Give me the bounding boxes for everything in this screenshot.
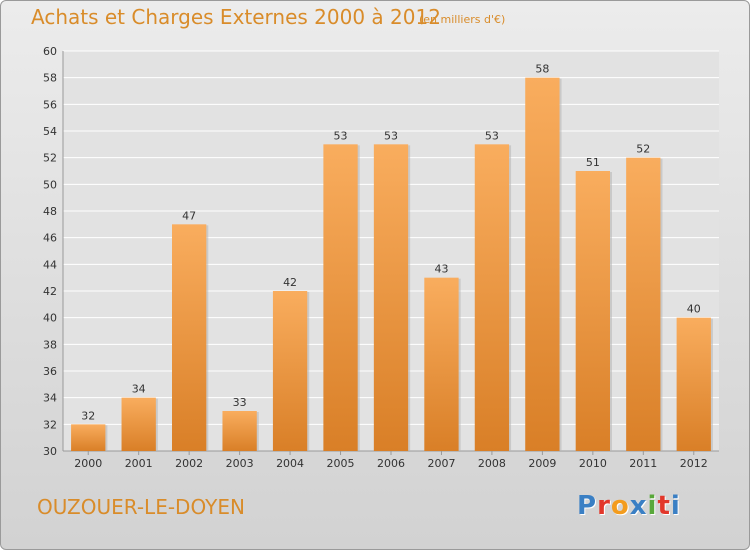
data-label: 40	[687, 303, 701, 316]
bar	[676, 317, 711, 451]
y-tick-label: 46	[43, 232, 57, 245]
chart-unit: (en milliers d'€)	[419, 13, 506, 26]
data-label: 33	[233, 396, 247, 409]
y-tick-label: 36	[43, 365, 57, 378]
y-tick-label: 38	[43, 338, 57, 351]
data-label: 58	[535, 63, 549, 76]
bar	[121, 397, 156, 451]
y-tick-label: 30	[43, 445, 57, 458]
y-tick-label: 52	[43, 152, 57, 165]
commune-name: OUZOUER-LE-DOYEN	[37, 495, 245, 519]
y-tick-label: 44	[43, 258, 57, 271]
bar	[474, 144, 510, 452]
bar	[222, 411, 257, 451]
bar	[323, 144, 358, 452]
y-tick-label: 56	[43, 98, 57, 111]
chart-title: Achats et Charges Externes 2000 à 2012	[31, 5, 441, 29]
x-tick-label: 2008	[478, 457, 506, 470]
data-label: 53	[334, 129, 348, 142]
data-label: 34	[132, 383, 146, 396]
bar	[525, 77, 560, 452]
bar	[626, 157, 661, 451]
logo-letter: t	[657, 491, 671, 521]
bar	[272, 291, 308, 451]
y-tick-label: 42	[43, 285, 57, 298]
logo-letter: x	[629, 491, 648, 521]
x-tick-label: 2006	[377, 457, 405, 470]
x-tick-label: 2010	[579, 457, 607, 470]
x-tick-label: 2003	[226, 457, 254, 470]
bars	[71, 77, 713, 452]
y-tick-label: 50	[43, 178, 57, 191]
x-tick-label: 2005	[327, 457, 355, 470]
x-tick-label: 2000	[74, 457, 102, 470]
logo-letter: o	[610, 491, 630, 521]
data-label: 53	[485, 129, 499, 142]
x-tick-label: 2012	[680, 457, 708, 470]
logo-letter: r	[597, 491, 611, 521]
x-tick-label: 2011	[629, 457, 657, 470]
x-tick-label: 2001	[125, 457, 153, 470]
bar	[424, 277, 459, 451]
bar	[373, 144, 409, 452]
x-tick-label: 2009	[528, 457, 556, 470]
bar	[171, 224, 207, 451]
y-tick-label: 34	[43, 392, 57, 405]
data-label: 47	[182, 209, 196, 222]
labels: 32 34 47 33 42 53 53 43 53 58 51 52 40	[81, 63, 701, 423]
data-label: 43	[434, 263, 448, 276]
bar	[575, 171, 611, 451]
logo-letter: i	[670, 491, 681, 521]
axis: 30 32 34 36 38 40 42 44 46 48 50 52 54 56 58 60 2000 2001…	[43, 45, 719, 470]
x-tick-label: 2007	[427, 457, 455, 470]
y-tick-label: 54	[43, 125, 57, 138]
data-label: 51	[586, 156, 600, 169]
logo-letter: P	[577, 491, 598, 521]
y-tick-label: 40	[43, 312, 57, 325]
x-tick-label: 2002	[175, 457, 203, 470]
proxiti-logo: Proxiti	[577, 491, 681, 521]
bar	[71, 424, 106, 451]
y-tick-label: 32	[43, 418, 57, 431]
x-tick-label: 2004	[276, 457, 304, 470]
logo-letter: i	[647, 491, 658, 521]
y-tick-label: 60	[43, 45, 57, 58]
y-tick-label: 58	[43, 72, 57, 85]
data-label: 42	[283, 276, 297, 289]
data-label: 53	[384, 129, 398, 142]
y-tick-label: 48	[43, 205, 57, 218]
data-label: 32	[81, 409, 95, 422]
data-label: 52	[636, 143, 650, 156]
